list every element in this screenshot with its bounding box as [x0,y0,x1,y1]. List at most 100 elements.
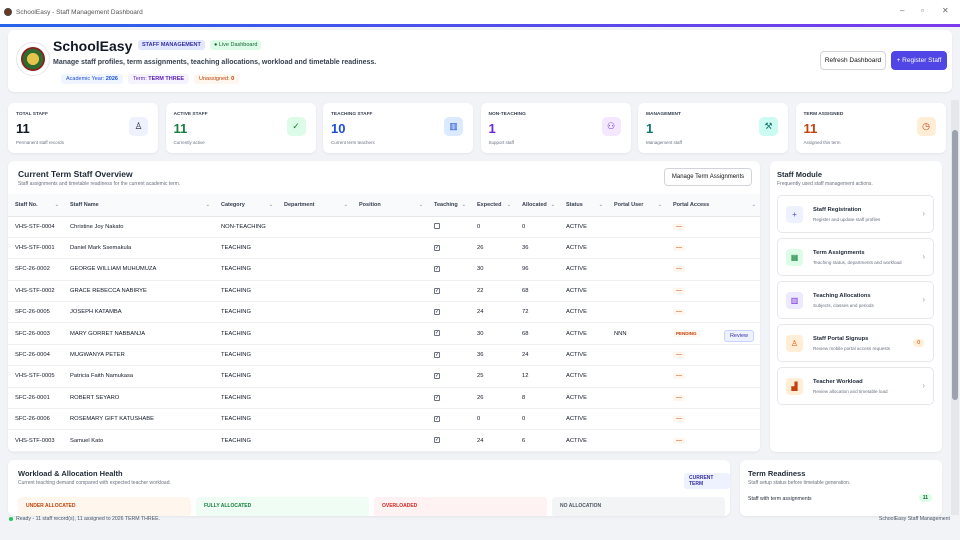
review-button[interactable]: Review [723,330,754,343]
staff-department [277,322,352,345]
scrollbar-thumb[interactable] [952,130,958,400]
manage-term-assignments-button[interactable]: Manage Term Assignments [664,168,752,186]
module-title: Staff Module [777,170,822,179]
calendar-icon: ▦ [786,249,803,266]
allocation-label: OVERLOADED [382,503,418,509]
module-item[interactable]: ▟ Teacher Workload Review allocation and t… [777,367,934,405]
column-header[interactable]: Portal User ⌄ [607,194,666,217]
table-row[interactable]: VHS-STF-0003 Samuel Kato TEACHING ✓ 24 6 ACTIV… [8,429,760,452]
teaching-checkbox[interactable]: ✓ [434,415,440,422]
teaching-checkbox[interactable]: ✓ [434,437,440,444]
module-item-title: Staff Portal Signups [813,336,869,342]
table-row[interactable]: SFC-26-0002 GEORGE WILLIAM MUHUMUZA TEACHI… [8,258,760,281]
module-item[interactable]: ▦ Term Assignments Teaching status, depart… [777,238,934,276]
teaching-checkbox[interactable]: ✓ [434,373,440,380]
column-header[interactable]: Status ⌄ [559,194,607,217]
stat-label: NON-TEACHING [488,112,526,117]
column-header[interactable]: Staff Name ⌄ [63,194,214,217]
minimize-icon[interactable]: – [900,6,905,15]
stat-sub: Current term teachers [331,140,375,145]
column-header[interactable]: Department ⌄ [277,194,352,217]
table-row[interactable]: VHS-STF-0002 GRACE REBECCA NABIRYE TEACHIN… [8,280,760,303]
column-header[interactable]: Category ⌄ [214,194,277,217]
portal-access-badge: — [673,437,685,444]
window-title: SchoolEasy - Staff Management Dashboard [16,8,143,16]
allocated-periods: 68 [515,280,559,303]
staff-status: ACTIVE [559,322,607,345]
column-header[interactable]: Teaching ⌄ [427,194,470,217]
teaching-cell: ✓ [427,301,470,324]
staff-no: VHS-STF-0003 [8,429,63,452]
portal-access-cell: — [666,365,760,388]
table-row[interactable]: SFC-26-0001 ROBERT SEYARO TEACHING ✓ 26 8 ACTI… [8,387,760,410]
teaching-checkbox[interactable]: ✓ [434,308,440,315]
close-icon[interactable]: ✕ [942,6,949,15]
sort-chevron-icon: ⌄ [418,202,423,208]
table-row[interactable]: VHS-STF-0004 Christine Joy Nakato NON-TEAC… [8,216,760,238]
staff-name: GRACE REBECCA NABIRYE [63,280,214,303]
column-header[interactable]: Expected ⌄ [470,194,515,217]
staff-category: NON-TEACHING [214,216,277,238]
maximize-icon[interactable]: ▫ [921,6,924,15]
plus-icon: + [786,206,803,223]
portal-access-cell: — [666,301,760,324]
teaching-checkbox[interactable]: ✓ [434,351,440,358]
window-titlebar: SchoolEasy - Staff Management Dashboard … [0,0,960,24]
allocation-label: NO ALLOCATION [560,503,602,509]
register-staff-button[interactable]: + Register Staff [891,51,947,70]
chevron-right-icon: › [922,381,925,390]
module-item[interactable]: ♙ Staff Portal Signups Review mobile porta… [777,324,934,362]
staff-no: SFC-26-0004 [8,344,63,367]
teaching-checkbox[interactable]: ✓ [434,244,440,251]
column-header[interactable]: Staff No. ⌄ [8,194,63,217]
allocated-periods: 68 [515,322,559,345]
readiness-row-label: Staff with term assignments [748,496,812,502]
status-app-name: SchoolEasy Staff Management [878,516,950,522]
staff-status: ACTIVE [559,301,607,324]
staff-category: TEACHING [214,258,277,281]
stat-value: 10 [331,121,346,136]
teaching-checkbox[interactable]: ✓ [434,266,440,273]
table-row[interactable]: VHS-STF-0005 Patricia Faith Namukasa TEACH… [8,365,760,388]
allocated-periods: 6 [515,429,559,452]
clock-icon: ◷ [916,117,936,136]
table-row[interactable]: SFC-26-0004 MUGWANYA PETER TEACHING ✓ 36 24 AC… [8,344,760,367]
column-header[interactable]: Allocated ⌄ [515,194,559,217]
portal-user [607,429,666,452]
teaching-cell: ✓ [427,387,470,410]
teaching-checkbox[interactable]: ✓ [434,287,440,294]
refresh-dashboard-button[interactable]: Refresh Dashboard [820,51,886,70]
portal-access-badge: — [673,245,685,252]
column-header[interactable]: Position ⌄ [352,194,427,217]
teaching-cell: ✓ [427,365,470,388]
stat-sub: Support staff [488,140,514,145]
person-icon: ♙ [786,335,803,352]
stat-value: 11 [803,121,818,136]
teaching-checkbox[interactable]: ✓ [434,394,440,401]
portal-user [607,237,666,260]
module-item[interactable]: + Staff Registration Register and update s… [777,195,934,233]
teaching-checkbox[interactable]: ✓ [434,330,440,337]
expected-periods: 24 [470,301,515,324]
staff-name: ROSEMARY GIFT KATUSHABE [63,408,214,431]
table-row[interactable]: SFC-26-0003 MARY GORRET NABBANJA TEACHING ✓… [8,322,760,345]
teaching-checkbox[interactable] [434,223,440,230]
allocated-periods: 12 [515,365,559,388]
page-scrollbar[interactable] [951,100,959,515]
expected-periods: 25 [470,365,515,388]
workload-subtitle: Current teaching demand compared with ex… [18,480,171,486]
stat-label: ACTIVE STAFF [173,112,208,117]
portal-user [607,344,666,367]
stat-value: 11 [173,121,188,136]
staff-name: GEORGE WILLIAM MUHUMUZA [63,258,214,281]
table-row[interactable]: SFC-26-0006 ROSEMARY GIFT KATUSHABE TEACHI… [8,408,760,431]
sort-chevron-icon: ⌄ [751,202,756,208]
column-header[interactable]: Portal Access ⌄ [666,194,760,217]
module-item[interactable]: ▥ Teaching Allocations Subjects, classes a… [777,281,934,319]
table-row[interactable]: VHS-STF-0001 Daniel Mark Ssemakula TEACHIN… [8,237,760,260]
stat-value: 11 [16,121,30,136]
portal-access-cell: — [666,387,760,410]
expected-periods: 24 [470,429,515,452]
table-row[interactable]: SFC-26-0005 JOSEPH KATAMBA TEACHING ✓ 24 72 AC… [8,301,760,324]
brand-name: SchoolEasy [53,38,133,54]
